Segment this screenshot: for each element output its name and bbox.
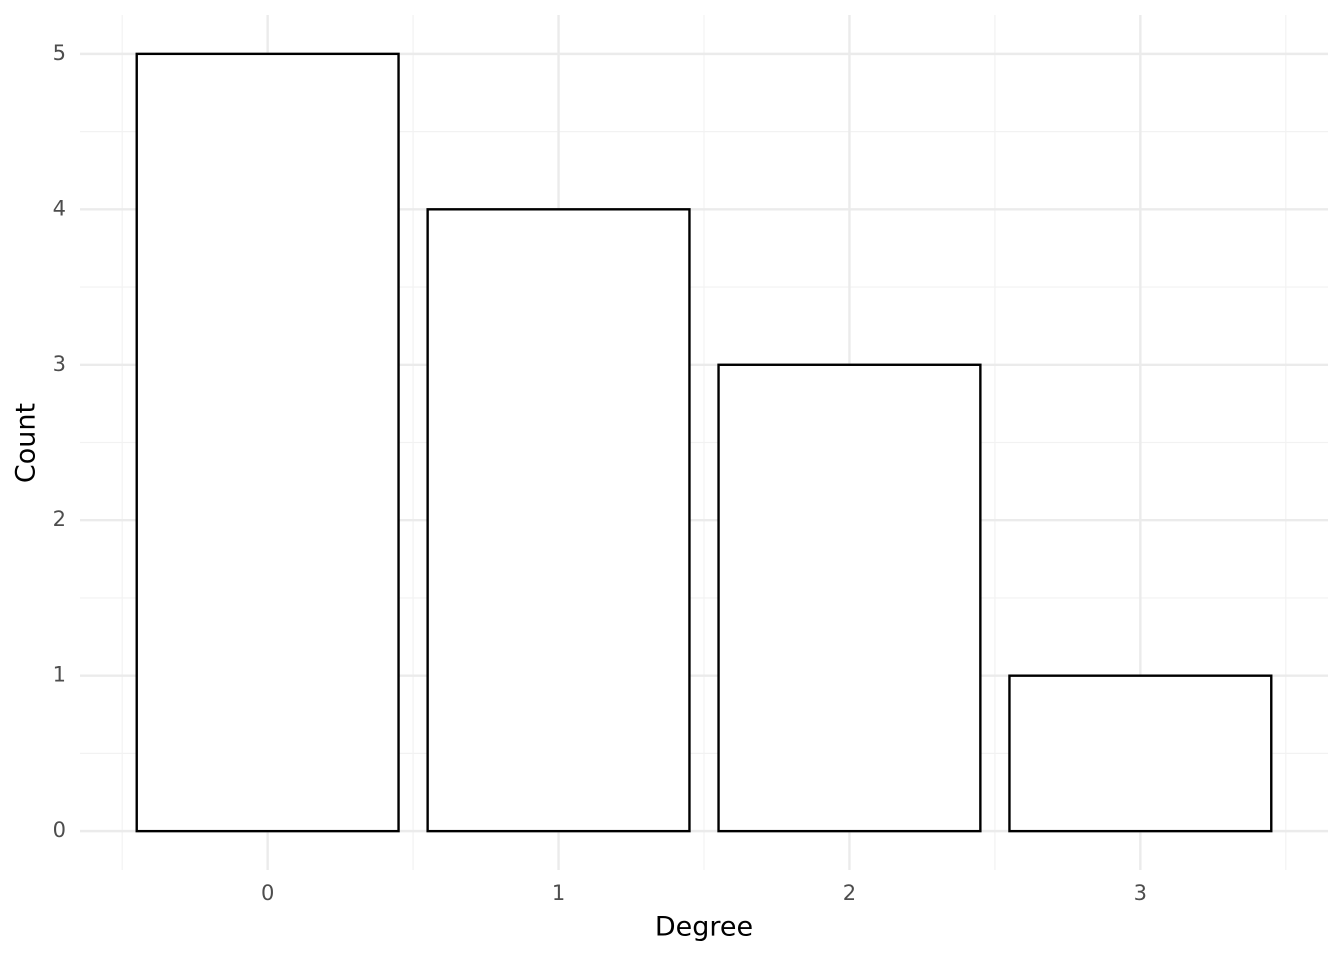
bar: [426, 208, 691, 833]
marks: [135, 52, 1273, 833]
y-tick-label: 2: [53, 507, 66, 531]
bar: [717, 363, 982, 833]
x-tick-label: 2: [843, 881, 856, 905]
x-tick-label: 1: [552, 881, 565, 905]
x-tick-label: 3: [1134, 881, 1147, 905]
x-tick-label: 0: [261, 881, 274, 905]
y-tick-label: 4: [53, 196, 66, 220]
bar: [135, 52, 400, 833]
y-tick-label: 0: [53, 818, 66, 842]
bar: [1008, 674, 1273, 833]
y-axis-title: Count: [11, 403, 42, 483]
y-tick-label: 5: [53, 41, 66, 65]
y-tick-label: 3: [53, 352, 66, 376]
y-tick-label: 1: [53, 663, 66, 687]
x-axis-title: Degree: [655, 912, 753, 943]
